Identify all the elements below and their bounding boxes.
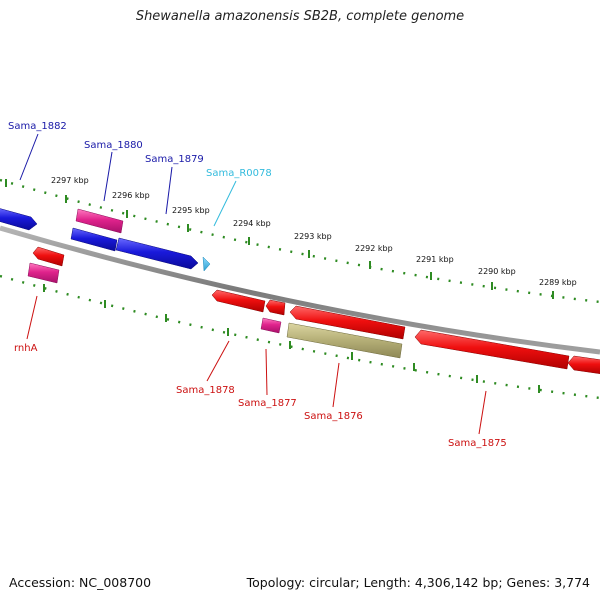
leader-sama-1878 bbox=[206, 340, 230, 382]
gene-sama-1882[interactable] bbox=[0, 208, 38, 231]
label-sama-1878[interactable]: Sama_1878 bbox=[176, 385, 235, 396]
gene-sama-1876-red[interactable] bbox=[289, 305, 406, 340]
leader-sama-r0078 bbox=[213, 180, 237, 227]
label-sama-1880[interactable]: Sama_1880 bbox=[84, 140, 143, 151]
gene-sama-1877-a[interactable] bbox=[265, 299, 286, 316]
gene-sama-1876[interactable] bbox=[286, 322, 403, 359]
gene-rnha[interactable] bbox=[32, 246, 65, 267]
label-rnha[interactable]: rnhA bbox=[14, 343, 38, 354]
scale-label-2296: 2296 kbp bbox=[112, 191, 150, 200]
gene-sama-1881[interactable] bbox=[70, 227, 118, 252]
scale-label-2289: 2289 kbp bbox=[539, 278, 577, 287]
scale-label-2295: 2295 kbp bbox=[172, 206, 210, 215]
label-sama-1876[interactable]: Sama_1876 bbox=[304, 411, 363, 422]
gene-sama-1877[interactable] bbox=[260, 317, 282, 334]
leader-sama-1882 bbox=[19, 133, 39, 181]
gene-sama-1880[interactable] bbox=[75, 208, 124, 234]
scale-label-2294: 2294 kbp bbox=[233, 219, 271, 228]
gene-right-edge[interactable] bbox=[567, 355, 600, 374]
accession-text: Accession: NC_008700 bbox=[9, 575, 152, 590]
leader-sama-1875 bbox=[478, 390, 487, 435]
scale-label-2292: 2292 kbp bbox=[355, 244, 393, 253]
gene-pink-lower-left[interactable] bbox=[27, 262, 60, 284]
genome-title: Shewanella amazonensis SB2B, complete ge… bbox=[135, 9, 465, 24]
genome-summary-text: Topology: circular; Length: 4,306,142 bp… bbox=[246, 575, 590, 590]
gene-sama-1878[interactable] bbox=[211, 289, 266, 313]
leader-sama-1877 bbox=[265, 348, 268, 396]
leader-sama-1880 bbox=[103, 151, 113, 202]
scale-label-2291: 2291 kbp bbox=[416, 255, 454, 264]
gene-sama-1879[interactable] bbox=[115, 237, 199, 270]
leader-sama-1876 bbox=[332, 362, 340, 408]
label-sama-1877[interactable]: Sama_1877 bbox=[238, 398, 297, 409]
gene-sama-r0078[interactable] bbox=[202, 256, 211, 272]
gene-sama-1875[interactable] bbox=[414, 329, 570, 370]
label-sama-1879[interactable]: Sama_1879 bbox=[145, 154, 204, 165]
scale-track-upper: 2297 kbp 2296 kbp 2295 kbp 2294 kbp 2293… bbox=[0, 176, 600, 304]
label-sama-r0078[interactable]: Sama_R0078 bbox=[206, 168, 272, 179]
scale-track-lower bbox=[0, 274, 600, 400]
leader-sama-1879 bbox=[165, 166, 173, 215]
label-sama-1875[interactable]: Sama_1875 bbox=[448, 438, 507, 449]
genome-backbone bbox=[0, 225, 600, 355]
leader-rnha bbox=[26, 295, 38, 340]
scale-label-2290: 2290 kbp bbox=[478, 267, 516, 276]
scale-label-2293: 2293 kbp bbox=[294, 232, 332, 241]
label-sama-1882[interactable]: Sama_1882 bbox=[8, 121, 67, 132]
scale-label-2297: 2297 kbp bbox=[51, 176, 89, 185]
